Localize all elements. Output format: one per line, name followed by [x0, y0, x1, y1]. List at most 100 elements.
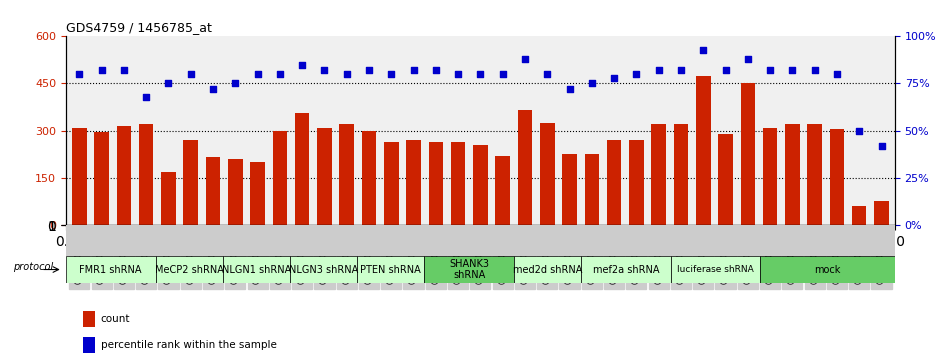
Text: percentile rank within the sample: percentile rank within the sample [101, 340, 277, 350]
Point [205, 86, 220, 92]
Point [295, 62, 310, 68]
Bar [874, 201, 888, 225]
Point [874, 143, 889, 149]
Text: NLGN3 shRNA: NLGN3 shRNA [289, 265, 358, 274]
Text: protocol: protocol [13, 262, 53, 272]
Bar [629, 140, 643, 225]
Point [362, 68, 377, 73]
Bar [339, 125, 354, 225]
Bar [362, 131, 376, 225]
Text: count: count [101, 314, 130, 324]
Bar [607, 140, 622, 225]
Bar [830, 129, 844, 225]
Bar [495, 156, 510, 225]
Point [584, 81, 599, 86]
Bar [161, 172, 176, 225]
FancyBboxPatch shape [671, 256, 760, 283]
Point [517, 56, 532, 62]
Point [339, 71, 354, 77]
FancyBboxPatch shape [760, 256, 895, 283]
Point [562, 86, 577, 92]
Bar [674, 125, 689, 225]
Point [696, 46, 711, 52]
Bar [740, 83, 755, 225]
Text: med2d shRNA: med2d shRNA [513, 265, 582, 274]
Bar [295, 113, 309, 225]
Text: PTEN shRNA: PTEN shRNA [361, 265, 421, 274]
Point [94, 68, 109, 73]
Bar [117, 126, 131, 225]
Point [383, 71, 398, 77]
Point [807, 68, 822, 73]
Bar [807, 125, 822, 225]
Bar [585, 154, 599, 225]
Bar [83, 337, 95, 353]
Point [117, 68, 132, 73]
Point [250, 71, 265, 77]
Point [540, 71, 555, 77]
Bar [205, 158, 220, 225]
Bar [251, 162, 265, 225]
Point [785, 68, 800, 73]
Bar [184, 140, 198, 225]
Bar [317, 127, 332, 225]
Bar [451, 142, 465, 225]
Point [473, 71, 488, 77]
Text: mef2a shRNA: mef2a shRNA [593, 265, 659, 274]
FancyBboxPatch shape [581, 256, 671, 283]
Point [450, 71, 465, 77]
Bar [228, 159, 242, 225]
Bar [73, 127, 87, 225]
Point [829, 71, 844, 77]
Point [272, 71, 287, 77]
Point [429, 68, 444, 73]
Text: mock: mock [815, 265, 841, 274]
Bar [272, 131, 287, 225]
Bar [518, 110, 532, 225]
Point [629, 71, 644, 77]
Bar [83, 311, 95, 327]
Point [183, 71, 198, 77]
Bar [138, 125, 154, 225]
FancyBboxPatch shape [357, 256, 425, 283]
Bar [696, 76, 710, 225]
Text: SHANK3
shRNA: SHANK3 shRNA [449, 259, 489, 280]
Point [718, 68, 733, 73]
Bar [719, 134, 733, 225]
Point [228, 81, 243, 86]
Point [495, 71, 511, 77]
Point [740, 56, 755, 62]
Point [763, 68, 778, 73]
FancyBboxPatch shape [514, 256, 581, 283]
Point [406, 68, 421, 73]
FancyBboxPatch shape [222, 256, 290, 283]
FancyBboxPatch shape [425, 256, 514, 283]
Point [138, 94, 154, 99]
Bar [652, 125, 666, 225]
Point [651, 68, 666, 73]
Text: MeCP2 shRNA: MeCP2 shRNA [154, 265, 223, 274]
Bar [473, 145, 488, 225]
Bar [384, 142, 398, 225]
Bar [763, 127, 777, 225]
Point [72, 71, 87, 77]
Point [607, 75, 622, 81]
Bar [785, 125, 800, 225]
Point [161, 81, 176, 86]
Point [674, 68, 689, 73]
Point [317, 68, 332, 73]
Bar [540, 123, 555, 225]
FancyBboxPatch shape [66, 256, 155, 283]
FancyBboxPatch shape [155, 256, 222, 283]
Text: GDS4759 / 1456785_at: GDS4759 / 1456785_at [66, 21, 212, 34]
FancyBboxPatch shape [290, 256, 357, 283]
Text: NLGN1 shRNA: NLGN1 shRNA [221, 265, 291, 274]
Point [852, 128, 867, 134]
Bar [429, 142, 443, 225]
Text: luciferase shRNA: luciferase shRNA [677, 265, 754, 274]
Bar [562, 154, 577, 225]
Bar [852, 206, 867, 225]
Bar [94, 132, 109, 225]
Bar [406, 140, 421, 225]
Text: FMR1 shRNA: FMR1 shRNA [79, 265, 142, 274]
